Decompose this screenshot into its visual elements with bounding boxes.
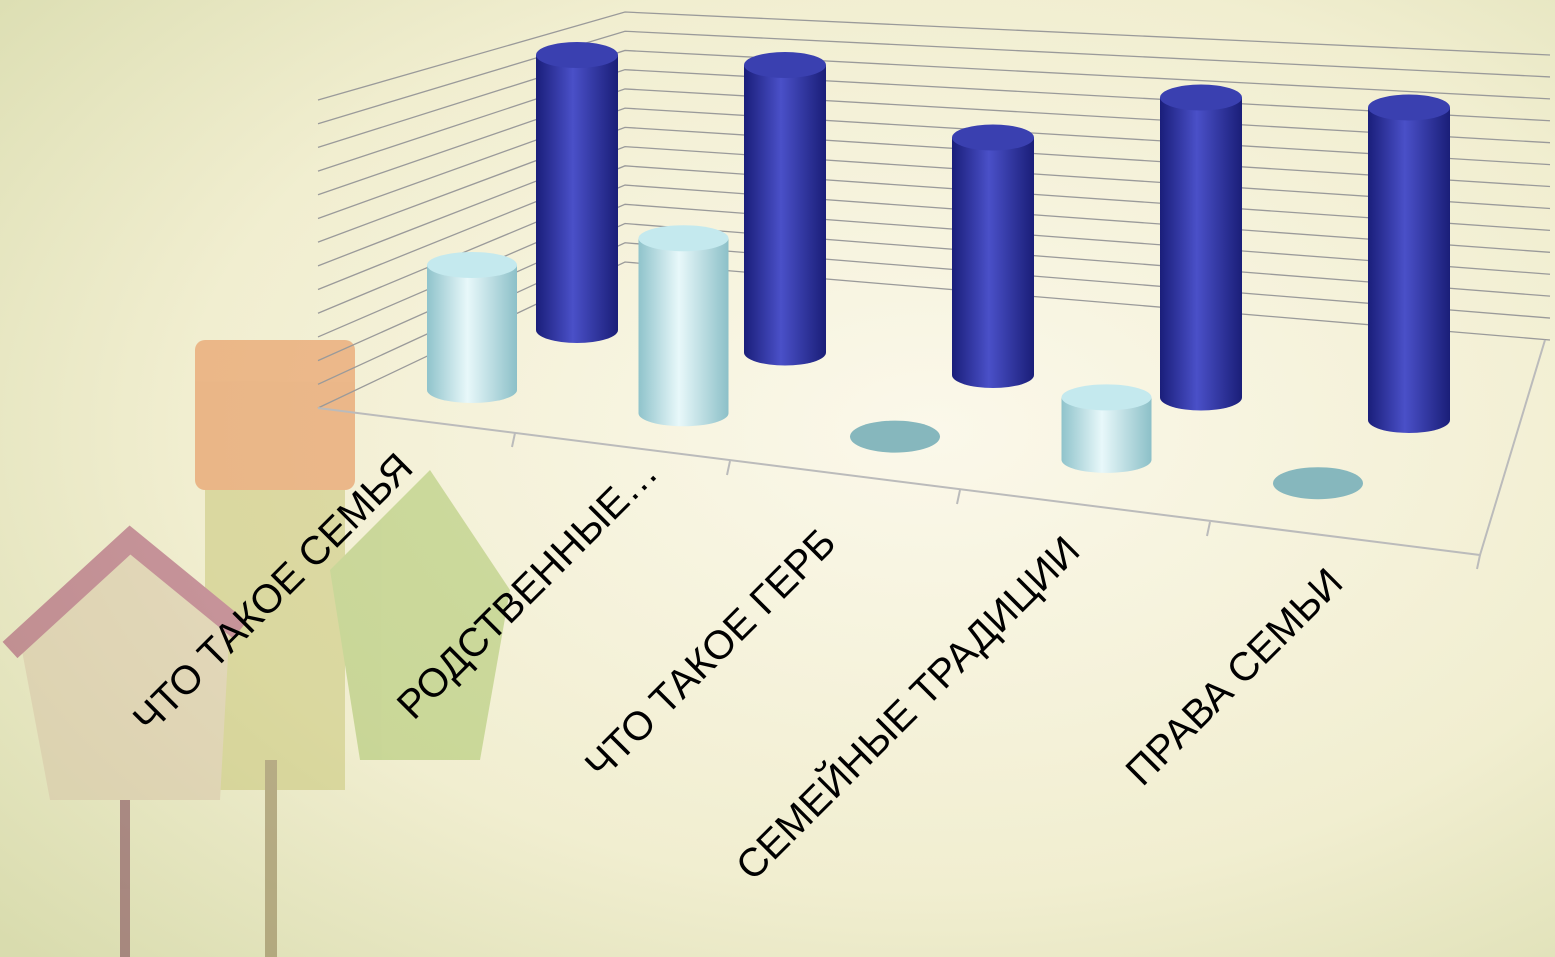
bar — [1368, 94, 1450, 433]
bar — [1160, 84, 1242, 411]
category-tick — [726, 460, 731, 476]
bar-top — [1160, 84, 1242, 111]
bar — [744, 52, 826, 366]
bar — [952, 124, 1034, 388]
bar-top — [952, 124, 1034, 151]
bar-base — [1273, 467, 1363, 500]
bar — [638, 225, 729, 427]
category-tick — [1476, 554, 1481, 570]
bar-base — [850, 420, 940, 453]
bar — [536, 42, 618, 343]
grid-line — [317, 30, 1551, 125]
category-tick — [1206, 521, 1211, 537]
bar-body — [1368, 107, 1450, 433]
bar-body — [744, 65, 826, 366]
plot — [427, 42, 1450, 500]
bar — [1273, 467, 1363, 500]
decoration — [2, 340, 510, 957]
bar-body — [638, 238, 729, 427]
bar — [1061, 384, 1152, 473]
grid-line — [317, 11, 1551, 101]
bar-top — [536, 42, 618, 68]
bar-top — [1061, 384, 1152, 411]
bar-top — [744, 52, 826, 78]
bar-body — [952, 137, 1034, 388]
category-tick — [956, 489, 961, 505]
category-tick — [511, 432, 516, 448]
bar — [427, 252, 517, 403]
bar-top — [1368, 94, 1450, 121]
bar — [850, 420, 940, 453]
bar-body — [536, 55, 618, 343]
bar-top — [427, 252, 517, 278]
floor-edge — [317, 339, 1546, 557]
bar-top — [638, 225, 729, 252]
grid-line — [317, 49, 1551, 149]
bar-body — [427, 265, 517, 403]
bar-body — [1061, 397, 1152, 473]
bar-body — [1160, 97, 1242, 411]
